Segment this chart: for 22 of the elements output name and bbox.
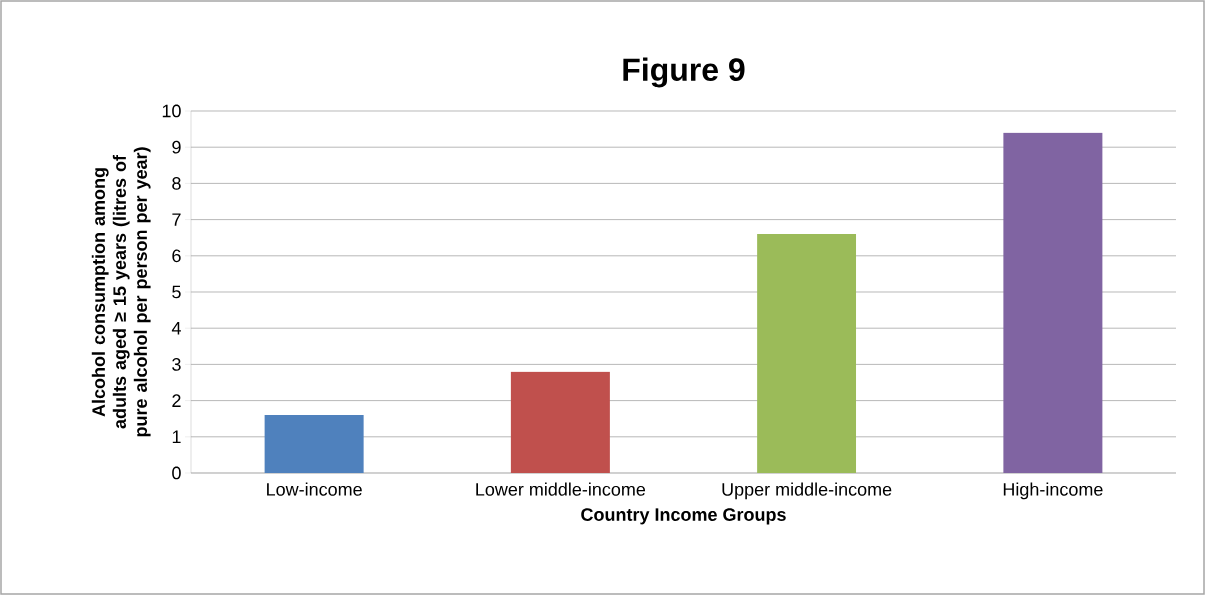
bar (510, 371, 610, 473)
y-tick-label: 0 (172, 466, 181, 480)
bar (264, 415, 364, 473)
y-axis-title: Alcohol consumption among adults aged ≥ 15 years (litres of pure alcohol per person per year) (91, 147, 151, 437)
x-tick-label: Upper middle-income (722, 482, 892, 500)
y-tick-label: 3 (172, 358, 181, 371)
y-tick-label: 5 (172, 285, 181, 299)
chart-title: Figure 9 (623, 57, 745, 88)
y-tick-label: 10 (162, 104, 181, 118)
bar (1003, 132, 1103, 473)
y-tick-label: 7 (172, 213, 181, 226)
y-tick-label: 1 (172, 430, 181, 443)
x-axis-title: Country Income Groups (581, 508, 786, 525)
x-tick-label: High-income (1003, 482, 1103, 500)
x-tick-label: Lower middle-income (476, 482, 646, 496)
bar (757, 234, 857, 473)
y-tick-label: 9 (172, 140, 181, 154)
y-tick-label: 8 (172, 177, 181, 190)
x-tick-label: Low-income (267, 482, 362, 496)
y-tick-label: 2 (172, 394, 181, 407)
y-tick-label: 4 (171, 322, 181, 335)
y-tick-label: 6 (172, 249, 181, 263)
